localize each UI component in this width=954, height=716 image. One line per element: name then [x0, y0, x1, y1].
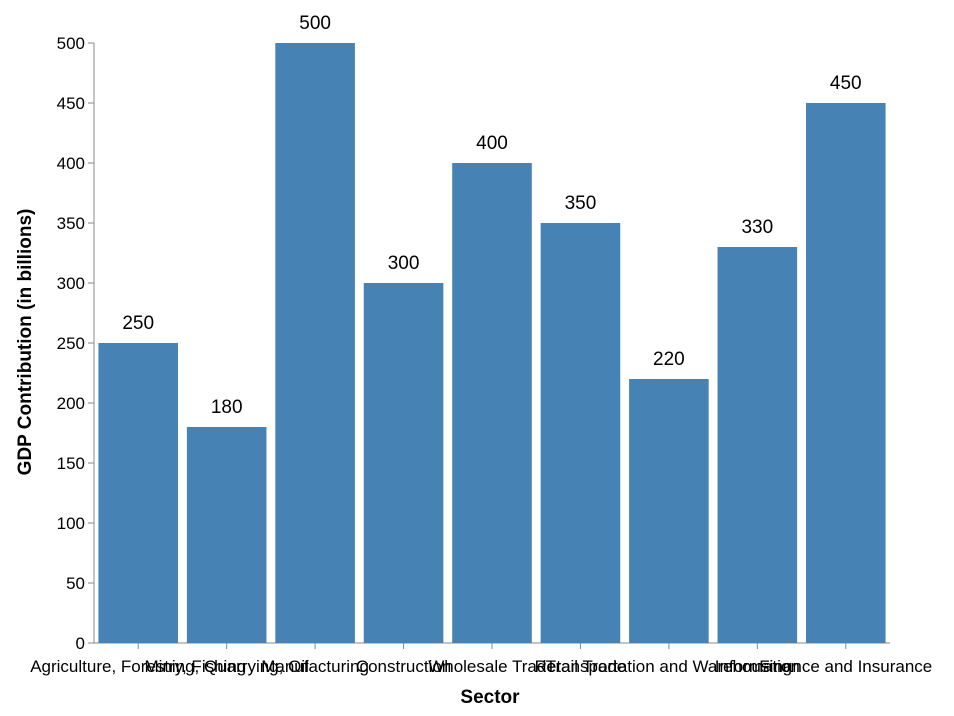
y-tick-label: 0 [76, 634, 85, 653]
y-tick-label: 400 [57, 154, 85, 173]
bar-data-label: 330 [741, 217, 773, 238]
y-tick-label: 300 [57, 274, 85, 293]
bar [98, 343, 179, 643]
bar-data-label: 500 [299, 13, 331, 34]
data-labels-group: 250 180 500 300 400 350 220 330 450 [122, 13, 861, 418]
bar [275, 43, 355, 643]
bar [452, 163, 532, 643]
x-tick-label: Information [715, 657, 800, 676]
bar-data-label: 180 [211, 397, 243, 418]
x-axis-title: Sector [460, 687, 520, 708]
x-tick-label: Agriculture, Forestry, Fishing [30, 657, 246, 676]
bar-data-label: 250 [122, 313, 154, 334]
bar [540, 223, 621, 643]
y-tick-label: 150 [57, 454, 85, 473]
y-tick-label: 250 [57, 334, 85, 353]
x-tick-label: Finance and Insurance [759, 657, 932, 676]
bar-data-label: 450 [830, 73, 862, 94]
y-tick-label: 500 [57, 34, 85, 53]
y-tick-label: 50 [66, 574, 85, 593]
bar-data-label: 220 [653, 349, 685, 370]
x-tick-label: Wholesale Trade [428, 657, 556, 676]
bar [186, 427, 267, 643]
bars-group [98, 43, 886, 643]
x-tick-label: Manufacturing [261, 657, 369, 676]
x-tick-label: Retail Trade [535, 657, 627, 676]
x-tick-label: Mining, Quarrying, Oil [144, 657, 308, 676]
y-tick-label: 200 [57, 394, 85, 413]
x-tick-label: Construction [356, 657, 451, 676]
y-tick-label: 350 [57, 214, 85, 233]
bar [717, 247, 798, 643]
x-tick-label: Transportation and Warehousing [546, 657, 792, 676]
bar [363, 283, 444, 643]
bar-data-label: 300 [388, 253, 420, 274]
y-tick-label: 100 [57, 514, 85, 533]
bar [805, 103, 886, 643]
bar-data-label: 350 [565, 193, 597, 214]
y-axis: 0 50 100 150 200 250 300 350 400 450 500 [57, 34, 95, 653]
y-tick-label: 450 [57, 94, 85, 113]
bar [629, 379, 709, 643]
bar-data-label: 400 [476, 133, 508, 154]
y-axis-title: GDP Contribution (in billions) [15, 209, 36, 476]
